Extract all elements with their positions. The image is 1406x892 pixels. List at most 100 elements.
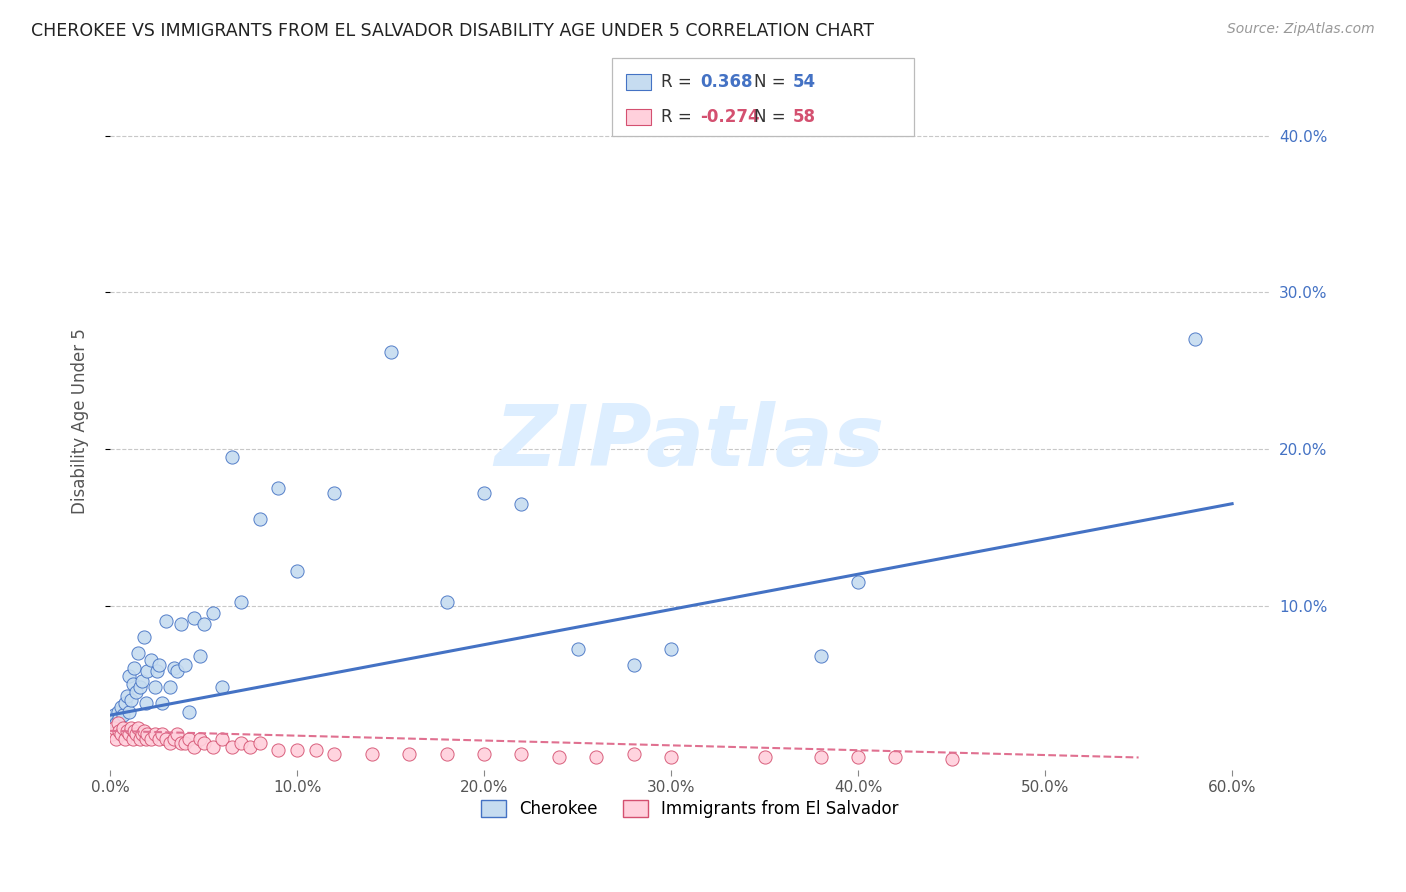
Point <box>103 721 125 735</box>
Point <box>659 642 682 657</box>
Point <box>101 727 124 741</box>
Point <box>510 747 533 762</box>
Point <box>108 711 131 725</box>
Point <box>884 750 907 764</box>
Point <box>188 731 211 746</box>
Point <box>143 680 166 694</box>
Point <box>132 723 155 738</box>
Point <box>472 485 495 500</box>
Point <box>120 721 142 735</box>
Point <box>201 607 224 621</box>
Point <box>285 742 308 756</box>
Point <box>155 614 177 628</box>
Point <box>846 575 869 590</box>
Point <box>112 708 135 723</box>
Point <box>136 727 159 741</box>
Point <box>131 727 153 741</box>
Point <box>267 742 290 756</box>
Point <box>108 723 131 738</box>
Point <box>118 669 141 683</box>
Point <box>163 731 186 746</box>
Point <box>201 739 224 754</box>
Point <box>120 692 142 706</box>
Point <box>110 727 132 741</box>
Point <box>124 661 146 675</box>
Point <box>398 747 420 762</box>
Text: ZIPatlas: ZIPatlas <box>495 401 884 483</box>
Point <box>107 705 129 719</box>
Text: R =: R = <box>661 72 692 90</box>
Point <box>177 731 200 746</box>
Point <box>121 677 143 691</box>
Point <box>110 700 132 714</box>
Point <box>152 696 174 710</box>
Point <box>754 750 776 764</box>
Point <box>211 680 233 694</box>
Text: 0.368: 0.368 <box>700 72 752 90</box>
Point <box>141 653 163 667</box>
Point <box>380 344 402 359</box>
Point <box>118 705 141 719</box>
Point <box>159 680 181 694</box>
Point <box>131 673 153 688</box>
Point <box>436 747 458 762</box>
Point <box>221 739 243 754</box>
Point <box>173 736 195 750</box>
Point <box>115 723 138 738</box>
Point <box>585 750 607 764</box>
Point <box>183 739 205 754</box>
Point <box>229 595 252 609</box>
Point <box>810 750 832 764</box>
Point <box>121 731 143 746</box>
Point <box>127 646 149 660</box>
Point <box>152 727 174 741</box>
Point <box>148 731 170 746</box>
Text: N =: N = <box>754 108 785 126</box>
Point <box>193 736 215 750</box>
Point <box>623 658 645 673</box>
Text: CHEROKEE VS IMMIGRANTS FROM EL SALVADOR DISABILITY AGE UNDER 5 CORRELATION CHART: CHEROKEE VS IMMIGRANTS FROM EL SALVADOR … <box>31 22 875 40</box>
Point <box>166 727 188 741</box>
Point <box>436 595 458 609</box>
Point <box>285 564 308 578</box>
Point <box>125 684 148 698</box>
Text: R =: R = <box>661 108 692 126</box>
Point <box>141 731 163 746</box>
Text: 54: 54 <box>793 72 815 90</box>
Point <box>146 665 169 679</box>
Point <box>1184 332 1206 346</box>
Point <box>183 611 205 625</box>
Point <box>114 696 136 710</box>
Point <box>125 727 148 741</box>
Point <box>166 665 188 679</box>
Point <box>129 680 152 694</box>
Point <box>163 661 186 675</box>
Point <box>510 497 533 511</box>
Point <box>170 617 193 632</box>
Point <box>118 727 141 741</box>
Point <box>135 731 157 746</box>
Point <box>132 630 155 644</box>
Legend: Cherokee, Immigrants from El Salvador: Cherokee, Immigrants from El Salvador <box>474 793 905 824</box>
Point <box>136 665 159 679</box>
Point <box>107 716 129 731</box>
Point <box>623 747 645 762</box>
Point <box>135 696 157 710</box>
Text: 58: 58 <box>793 108 815 126</box>
Point <box>810 648 832 663</box>
Point <box>846 750 869 764</box>
Point <box>112 721 135 735</box>
Point <box>229 736 252 750</box>
Point <box>249 512 271 526</box>
Point <box>103 708 125 723</box>
Point <box>659 750 682 764</box>
Point <box>567 642 589 657</box>
Point <box>323 485 346 500</box>
Point <box>177 705 200 719</box>
Point <box>101 711 124 725</box>
Text: Source: ZipAtlas.com: Source: ZipAtlas.com <box>1227 22 1375 37</box>
Point <box>114 731 136 746</box>
Point <box>472 747 495 762</box>
Point <box>188 648 211 663</box>
Point <box>548 750 571 764</box>
